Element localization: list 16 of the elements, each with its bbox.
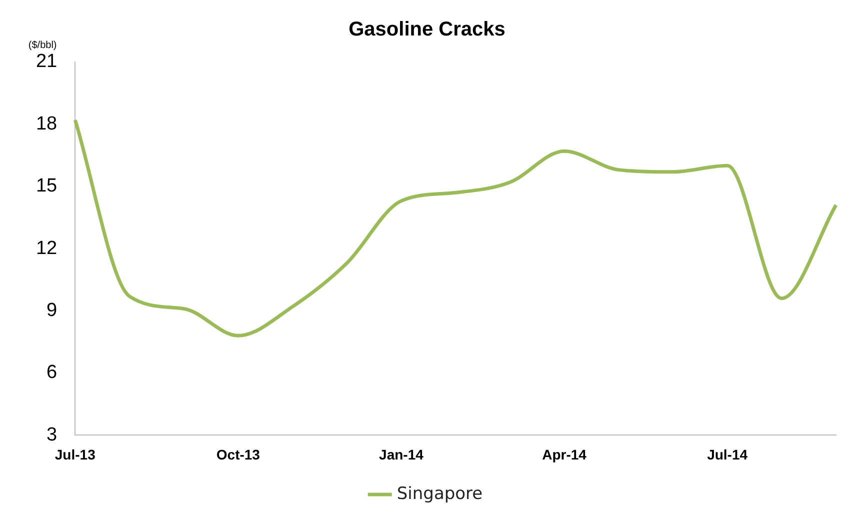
y-tick-label: 15 bbox=[36, 176, 58, 197]
x-tick-label: Jul-13 bbox=[54, 446, 96, 462]
y-tick-label: 21 bbox=[36, 51, 58, 72]
x-tick-label: Jan-14 bbox=[379, 446, 424, 462]
chart-title: Gasoline Cracks bbox=[348, 18, 506, 41]
y-axis-title: ($/bbl) bbox=[28, 40, 57, 51]
x-tick-label: Apr-14 bbox=[542, 446, 587, 462]
y-tick-label: 18 bbox=[36, 113, 58, 134]
x-tick-label: Jul-14 bbox=[707, 446, 748, 462]
x-tick-label: Oct-13 bbox=[216, 446, 260, 462]
y-tick-label: 6 bbox=[46, 362, 58, 384]
y-tick-label: 12 bbox=[36, 238, 58, 259]
y-tick-label: 9 bbox=[46, 300, 58, 322]
legend-label: Singapore bbox=[396, 484, 483, 504]
line-series bbox=[73, 118, 838, 338]
y-tick-label: 3 bbox=[46, 424, 58, 446]
